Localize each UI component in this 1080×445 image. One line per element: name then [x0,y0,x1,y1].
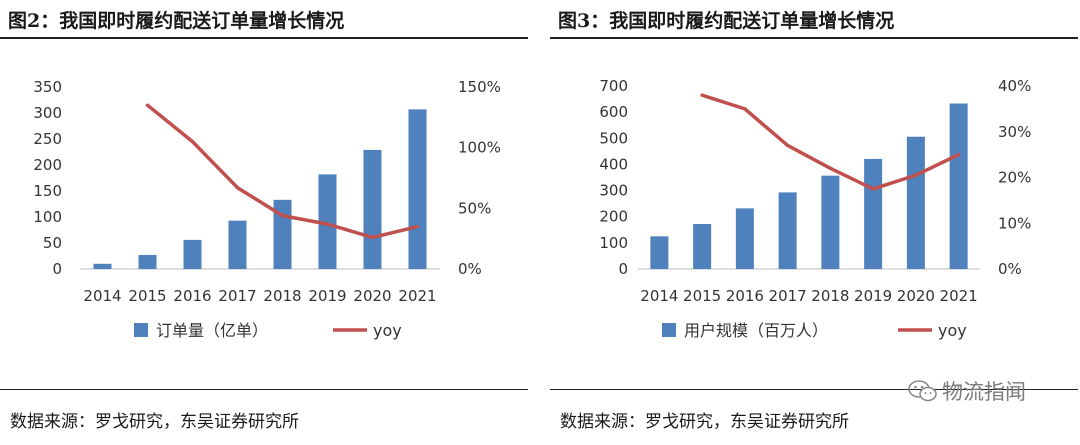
figure-panel-right: 图3：我国即时履约配送订单量增长情况 0 100 200 300 400 500 600 70… [550,0,1080,445]
left-tick-label: 350 [33,78,62,96]
bar [864,158,883,269]
chart-user-scale: 0 100 200 300 400 500 600 700 0% 10% 20% 30% 40% 2014… [599,77,1031,340]
legend-label-bar: 订单量（亿单） [156,321,268,340]
figure-panel-left: 图2：我国即时履约配送订单量增长情况 0 50 100 150 200 250 300 350… [0,0,530,445]
bar [735,208,754,269]
x-tick-label: 2020 [353,287,391,305]
figure-title: 图2：我国即时履约配送订单量增长情况 [8,10,345,32]
figure-title: 图3：我国即时履约配送订单量增长情况 [558,10,895,32]
left-tick-label: 600 [599,103,628,121]
left-tick-label: 100 [33,208,62,226]
left-tick-label: 200 [599,208,628,226]
bar [363,149,382,269]
title-rule [550,37,1078,39]
x-tick-label: 2020 [897,287,935,305]
bar [138,254,157,269]
wechat-icon [908,380,937,402]
legend-swatch-bar [662,323,676,337]
x-tick-label: 2015 [683,287,721,305]
left-tick-label: 300 [33,104,62,122]
bar [228,220,247,269]
left-tick-label: 500 [599,129,628,147]
legend-label-line: yoy [938,321,967,340]
source-rule [550,389,1078,390]
x-tick-label: 2018 [811,287,849,305]
watermark: 物流指闻 [908,376,1026,406]
bar [906,136,925,269]
right-tick-label: 20% [998,169,1031,187]
x-tick-label: 2021 [940,287,978,305]
source-note: 数据来源：罗戈研究，东吴证券研究所 [560,412,849,432]
bar [408,109,427,269]
bar [93,263,112,269]
x-tick-label: 2017 [218,287,256,305]
x-tick-label: 2016 [173,287,211,305]
right-tick-label: 0% [998,260,1022,278]
left-tick-label: 0 [618,260,628,278]
left-tick-label: 700 [599,77,628,95]
x-tick-label: 2021 [398,287,436,305]
watermark-text: 物流指闻 [942,380,1026,404]
title-rule [0,37,528,39]
right-tick-label: 10% [998,214,1031,232]
left-tick-label: 300 [599,182,628,200]
left-tick-label: 200 [33,156,62,174]
source-note: 数据来源：罗戈研究，东吴证券研究所 [10,412,299,432]
right-tick-label: 0% [458,260,482,278]
left-tick-label: 400 [599,155,628,173]
bar [821,175,840,269]
left-tick-label: 100 [599,234,628,252]
x-tick-label: 2017 [769,287,807,305]
x-tick-label: 2016 [726,287,764,305]
left-tick-label: 0 [52,260,62,278]
right-tick-label: 100% [458,139,501,157]
left-tick-label: 50 [43,234,62,252]
bar [693,224,712,269]
x-tick-label: 2019 [308,287,346,305]
right-tick-label: 40% [998,77,1031,95]
x-tick-label: 2014 [640,287,678,305]
x-tick-label: 2014 [83,287,121,305]
bar [318,174,337,269]
source-rule [0,389,528,390]
bar [949,103,968,269]
bar [183,239,202,269]
x-tick-label: 2018 [263,287,301,305]
x-tick-label: 2019 [854,287,892,305]
legend-label-line: yoy [373,321,402,340]
right-tick-label: 150% [458,78,501,96]
left-tick-label: 250 [33,130,62,148]
legend-swatch-bar [134,323,148,337]
right-tick-label: 50% [458,199,491,217]
x-tick-label: 2015 [128,287,166,305]
chart-order-volume: 0 50 100 150 200 250 300 350 0% 50% 100% 150% 2014 20… [33,78,501,340]
left-tick-label: 150 [33,182,62,200]
legend-label-bar: 用户规模（百万人） [684,321,828,340]
right-tick-label: 30% [998,123,1031,141]
bar [778,192,797,269]
bar [650,236,669,269]
